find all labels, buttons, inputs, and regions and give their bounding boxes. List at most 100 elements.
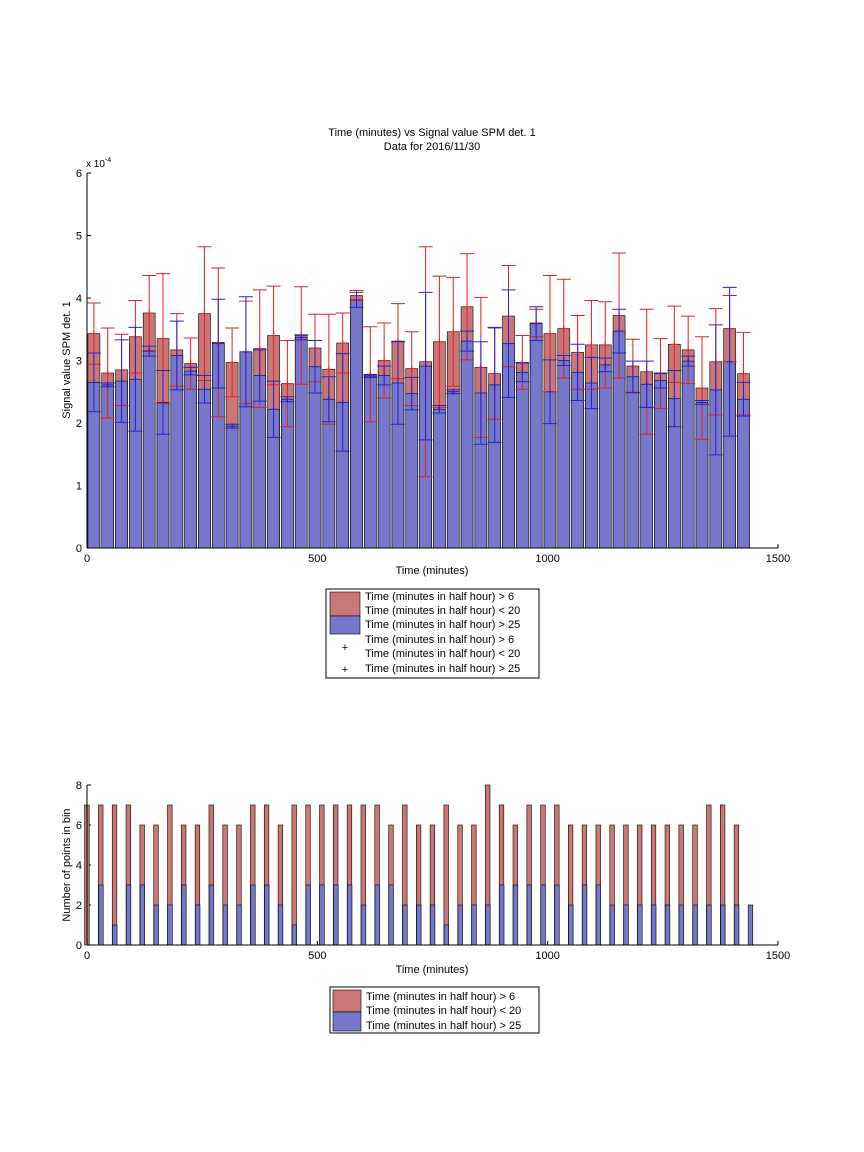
count-bar-series-b <box>208 884 215 946</box>
count-bar-series-b <box>595 884 602 946</box>
bar-series-b <box>433 408 446 549</box>
count-bar-series-b <box>568 904 574 946</box>
y-tick-label: 2 <box>76 900 82 912</box>
count-bar-series-a <box>291 804 297 946</box>
count-bar-series-b <box>264 884 270 946</box>
bar-series-b <box>626 376 640 549</box>
legend-box <box>325 588 540 679</box>
bar-series-b <box>529 323 543 549</box>
count-bar-series-b <box>153 904 159 946</box>
x-tick-label: 1000 <box>535 950 559 962</box>
count-bar-series-b <box>333 884 339 946</box>
count-bar-series-b <box>416 904 422 946</box>
y-multiplier-label: x 10-4 <box>86 157 111 170</box>
legend-swatch-blue <box>329 615 361 635</box>
bar-series-b <box>198 388 211 549</box>
count-bar-series-b <box>402 904 408 946</box>
count-bar-series-b <box>250 884 256 946</box>
y-tick-label: 2 <box>76 418 82 430</box>
count-bar-series-b <box>98 884 104 946</box>
count-bar-series-b <box>277 904 284 946</box>
legend-marker-red: + <box>342 642 348 654</box>
x-tick-label: 1500 <box>766 950 790 962</box>
bar-series-b <box>460 340 474 549</box>
top-legend: + + Time (minutes in half hour) > 6 Time (m… <box>325 588 540 679</box>
count-bar-series-b <box>291 924 297 946</box>
count-bar-series-b <box>664 904 671 946</box>
legend-swatch-blue <box>332 1011 362 1032</box>
legend-label: Time (minutes in half hour) < 20 <box>365 648 520 660</box>
legend-swatch-red <box>329 591 361 617</box>
count-bar-series-b <box>319 884 325 946</box>
legend-label: Time (minutes in half hour) < 20 <box>365 605 520 617</box>
legend-label: Time (minutes in half hour) < 20 <box>366 1005 521 1017</box>
count-bar-series-b <box>305 884 311 946</box>
count-bar-series-b <box>485 904 491 946</box>
count-bar-series-b <box>637 904 643 946</box>
x-tick-label: 0 <box>84 950 90 962</box>
bar-series-b <box>225 425 239 549</box>
x-tick-label: 1500 <box>766 553 790 565</box>
bottom-bar-chart: 0 500 1000 1500 0 2 4 6 8 <box>76 780 790 962</box>
count-bar-series-b <box>195 904 201 946</box>
legend-label: Time (minutes in half hour) > 6 <box>365 591 514 603</box>
chart-title: Time (minutes) vs Signal value SPM det. … <box>328 127 535 139</box>
count-bar-series-a <box>111 804 118 946</box>
count-bar-series-b <box>540 884 546 946</box>
count-bar-series-b <box>651 904 657 946</box>
count-bar-series-b <box>347 884 353 946</box>
count-bar-series-b <box>512 884 519 946</box>
bar-series-b <box>598 364 612 549</box>
y-tick-label: 1 <box>76 481 82 493</box>
top-bar-chart: 0 500 1000 1500 0 1 2 3 4 5 6 <box>76 168 790 565</box>
bar-series-b <box>446 391 460 549</box>
count-bar-series-b <box>222 904 228 946</box>
y-axis-label-bottom: Number of points in bin <box>61 808 73 921</box>
count-bar-series-b <box>139 884 145 946</box>
y-tick-label: 0 <box>76 543 82 555</box>
count-bar-series-b <box>720 904 726 946</box>
count-bar-series-b <box>374 884 380 946</box>
y-axis-label: Signal value SPM det. 1 <box>61 301 73 418</box>
bar-series-b <box>737 398 750 549</box>
legend-box <box>329 986 540 1034</box>
count-bar-series-b <box>747 904 754 946</box>
count-bar-series-b <box>734 904 740 946</box>
y-tick-label: 6 <box>76 168 82 180</box>
count-bar-series-b <box>360 904 367 946</box>
count-bar-series-b <box>125 884 132 946</box>
legend-marker-blue: + <box>342 664 348 676</box>
x-tick-label: 500 <box>308 950 326 962</box>
legend-label: Time (minutes in half hour) > 25 <box>365 663 520 675</box>
count-bar-series-b <box>429 904 436 946</box>
bar-series-b <box>516 372 529 549</box>
y-tick-label: 5 <box>76 231 82 243</box>
x-tick-label: 0 <box>84 553 90 565</box>
bar-series-b <box>184 370 197 549</box>
legend-swatch-red <box>332 989 362 1013</box>
bar-series-b <box>377 375 391 549</box>
x-tick-label: 1000 <box>535 553 559 565</box>
y-tick-label: 6 <box>76 820 82 832</box>
count-bar-series-b <box>692 904 698 946</box>
x-tick-label: 500 <box>308 553 326 565</box>
count-bar-series-b <box>526 884 532 946</box>
count-bar-series-a <box>443 804 449 946</box>
count-bar-series-b <box>471 904 477 946</box>
bottom-legend: Time (minutes in half hour) > 6 Time (min… <box>329 986 540 1034</box>
count-bar-series-b <box>554 884 560 946</box>
x-axis-label-bottom: Time (minutes) <box>396 964 469 976</box>
count-bar-series-b <box>388 884 394 946</box>
legend-label: Time (minutes in half hour) > 6 <box>366 991 515 1003</box>
count-bar-series-b <box>443 924 450 946</box>
legend-label: Time (minutes in half hour) > 25 <box>365 619 520 631</box>
count-bar-series-b <box>167 904 173 946</box>
bar-series-b <box>350 299 363 549</box>
count-bar-series-b <box>582 884 588 946</box>
legend-label: Time (minutes in half hour) > 6 <box>365 634 514 646</box>
bar-series-b <box>142 350 156 549</box>
legend-label: Time (minutes in half hour) > 25 <box>366 1020 521 1032</box>
count-bar-series-b <box>499 884 505 946</box>
y-tick-label: 0 <box>76 940 82 952</box>
